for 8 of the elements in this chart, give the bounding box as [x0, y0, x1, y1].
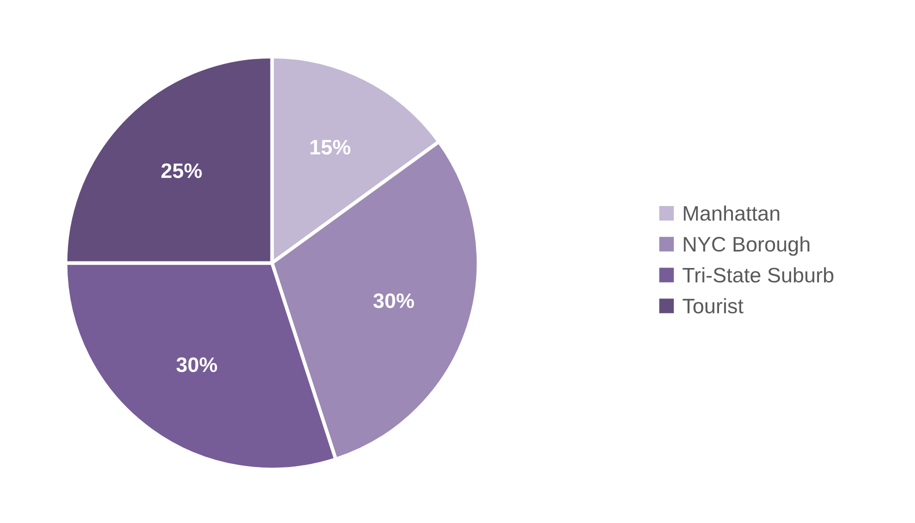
- data-label: 30%: [176, 357, 218, 372]
- data-label: 25%: [161, 163, 202, 178]
- legend-label: Manhattan: [684, 205, 780, 221]
- legend-label: Tourist: [682, 298, 744, 314]
- legend-label: Tri-State Suburb: [682, 267, 834, 283]
- data-label: 30%: [373, 293, 414, 308]
- data-label: 15%: [310, 140, 350, 155]
- legend-label: NYC Borough: [684, 236, 810, 256]
